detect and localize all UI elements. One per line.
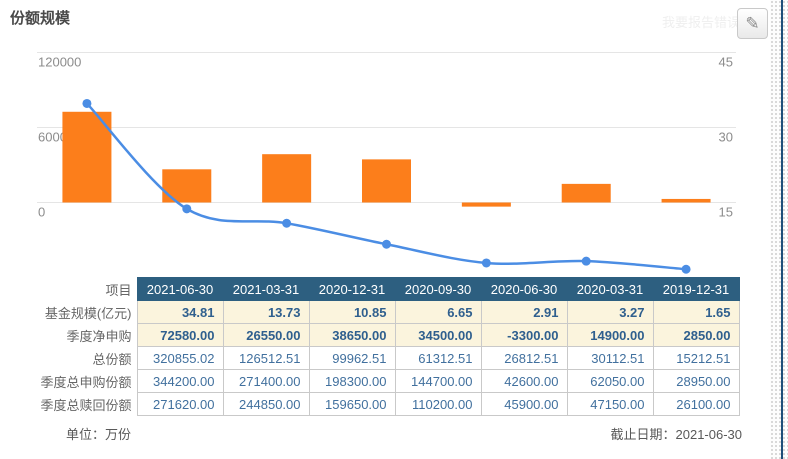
table-cell: 26100.00 bbox=[652, 392, 740, 416]
line-point-2020-06-30[interactable] bbox=[481, 258, 491, 268]
table-cell: 62050.00 bbox=[566, 369, 654, 393]
table-cell: 1.65 bbox=[652, 300, 740, 324]
report-error-link[interactable]: 我要报告错误 bbox=[662, 15, 741, 30]
as-of-date-label: 截止日期：2021-06-30 bbox=[610, 427, 743, 442]
table-cell: 99962.51 bbox=[308, 346, 396, 370]
table-cell: 198300.00 bbox=[308, 369, 396, 393]
table-cell: 144700.00 bbox=[394, 369, 482, 393]
table-cell: 34500.00 bbox=[394, 323, 482, 347]
edit-button[interactable]: ✎ bbox=[737, 8, 768, 39]
line-point-2020-12-31[interactable] bbox=[282, 218, 292, 228]
table-cell: 244850.00 bbox=[222, 392, 310, 416]
row-label: 季度总申购份额 bbox=[40, 374, 132, 390]
table-cell: 159650.00 bbox=[308, 392, 396, 416]
column-header: 2020-12-31 bbox=[308, 277, 396, 301]
table-cell: 2850.00 bbox=[652, 323, 740, 347]
line-point-2021-03-31[interactable] bbox=[182, 204, 192, 214]
table-cell: 126512.51 bbox=[222, 346, 310, 370]
table-row: 季度净申购 72580.00 26550.00 38650.00 34500.00 -33… bbox=[0, 323, 740, 347]
bar-2020-06-30[interactable] bbox=[461, 202, 511, 207]
unit-label: 单位：万份 bbox=[66, 427, 132, 442]
table-header-row: 项目 2021-06-30 2021-03-31 2020-12-31 2020-09-… bbox=[0, 277, 740, 301]
bar-2020-03-31[interactable] bbox=[561, 183, 611, 203]
bar-2021-06-30[interactable] bbox=[62, 111, 112, 203]
table-cell: 26550.00 bbox=[222, 323, 310, 347]
row-label: 总份额 bbox=[92, 351, 132, 367]
table-cell: 42600.00 bbox=[480, 369, 568, 393]
table-cell: 2.91 bbox=[480, 300, 568, 324]
table-cell: 13.73 bbox=[222, 300, 310, 324]
page-background-texture bbox=[770, 0, 788, 459]
bar-2020-09-30[interactable] bbox=[362, 159, 411, 203]
table-cell: 271620.00 bbox=[136, 392, 224, 416]
row-label: 季度净申购 bbox=[66, 328, 132, 344]
table-row: 总份额 320855.02 126512.51 99962.51 61312.51 268… bbox=[0, 346, 740, 370]
table-cell: 30112.51 bbox=[566, 346, 654, 370]
column-header: 2019-12-31 bbox=[652, 277, 740, 301]
left-axis-tick-label: 120000 bbox=[38, 55, 81, 70]
table-cell: 34.81 bbox=[136, 300, 224, 324]
table-cell: 61312.51 bbox=[394, 346, 482, 370]
table-cell: 344200.00 bbox=[136, 369, 224, 393]
table-row: 季度总申购份额 344200.00 271400.00 198300.00 144700… bbox=[0, 369, 740, 393]
table-cell: 110200.00 bbox=[394, 392, 482, 416]
bar-2019-12-31[interactable] bbox=[661, 198, 711, 203]
table-cell: 26812.51 bbox=[480, 346, 568, 370]
left-axis-tick-label: 0 bbox=[38, 205, 45, 220]
table-cell: 15212.51 bbox=[652, 346, 740, 370]
table-cell: 6.65 bbox=[394, 300, 482, 324]
right-axis-tick-label: 45 bbox=[719, 55, 733, 70]
table-cell: 271400.00 bbox=[222, 369, 310, 393]
share-scale-card: 份额规模 我要报告错误 ✎ 120000 45 60000 30 0 15 项目 2021-… bbox=[0, 0, 771, 459]
line-point-2020-09-30[interactable] bbox=[382, 239, 391, 249]
table-cell: -3300.00 bbox=[480, 323, 568, 347]
page-title: 份额规模 bbox=[10, 10, 71, 27]
table-cell: 45900.00 bbox=[480, 392, 568, 416]
table-cell: 3.27 bbox=[566, 300, 654, 324]
table-cell: 38650.00 bbox=[308, 323, 396, 347]
page-edge-divider bbox=[781, 0, 783, 459]
column-header: 2021-03-31 bbox=[222, 277, 310, 301]
table-row: 季度总赎回份额 271620.00 244850.00 159650.00 110200… bbox=[0, 392, 740, 416]
table-row: 基金规模(亿元) 34.81 13.73 10.85 6.65 2.91 3.27 1.65 bbox=[0, 300, 740, 324]
line-point-2020-03-31[interactable] bbox=[581, 256, 591, 266]
row-label: 基金规模(亿元) bbox=[44, 305, 132, 321]
line-point-2019-12-31[interactable] bbox=[681, 264, 691, 274]
column-header: 2020-06-30 bbox=[480, 277, 568, 301]
pencil-icon: ✎ bbox=[745, 14, 760, 33]
bar-2020-12-31[interactable] bbox=[262, 154, 312, 203]
column-header: 2021-06-30 bbox=[136, 277, 224, 301]
table-cell: 320855.02 bbox=[136, 346, 224, 370]
table-cell: 10.85 bbox=[308, 300, 396, 324]
line-point-2021-06-30[interactable] bbox=[82, 98, 92, 108]
row-label: 季度总赎回份额 bbox=[40, 397, 132, 413]
table-cell: 47150.00 bbox=[566, 392, 654, 416]
share-data-table: 项目 2021-06-30 2021-03-31 2020-12-31 2020-09-… bbox=[0, 277, 740, 416]
table-cell: 14900.00 bbox=[566, 323, 654, 347]
table-corner-label: 项目 bbox=[105, 282, 132, 298]
column-header: 2020-09-30 bbox=[394, 277, 482, 301]
table-cell: 28950.00 bbox=[652, 369, 740, 393]
column-header: 2020-03-31 bbox=[566, 277, 654, 301]
table-cell: 72580.00 bbox=[136, 323, 224, 347]
right-axis-tick-label: 15 bbox=[719, 205, 733, 220]
right-axis-tick-label: 30 bbox=[719, 130, 733, 145]
